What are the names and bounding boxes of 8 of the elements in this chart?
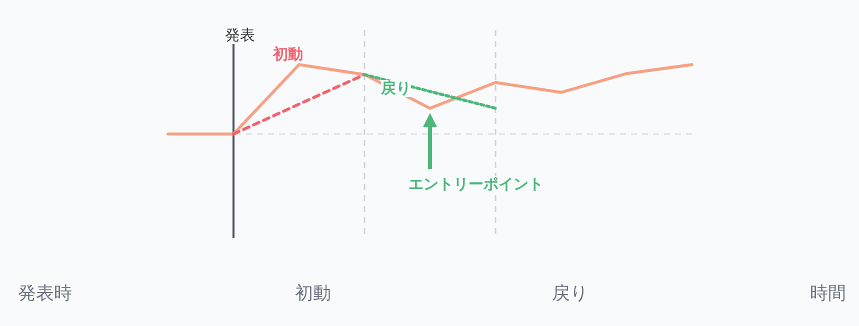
annotation: 戻り <box>381 79 411 97</box>
text: 初動 <box>295 283 331 304</box>
text: 時間 <box>810 283 846 304</box>
text: エントリーポイント <box>408 175 544 193</box>
text: 発表時 <box>18 283 72 304</box>
text: 戻り <box>552 283 588 304</box>
text: 初動 <box>273 45 303 63</box>
text: 発表 <box>225 26 255 44</box>
